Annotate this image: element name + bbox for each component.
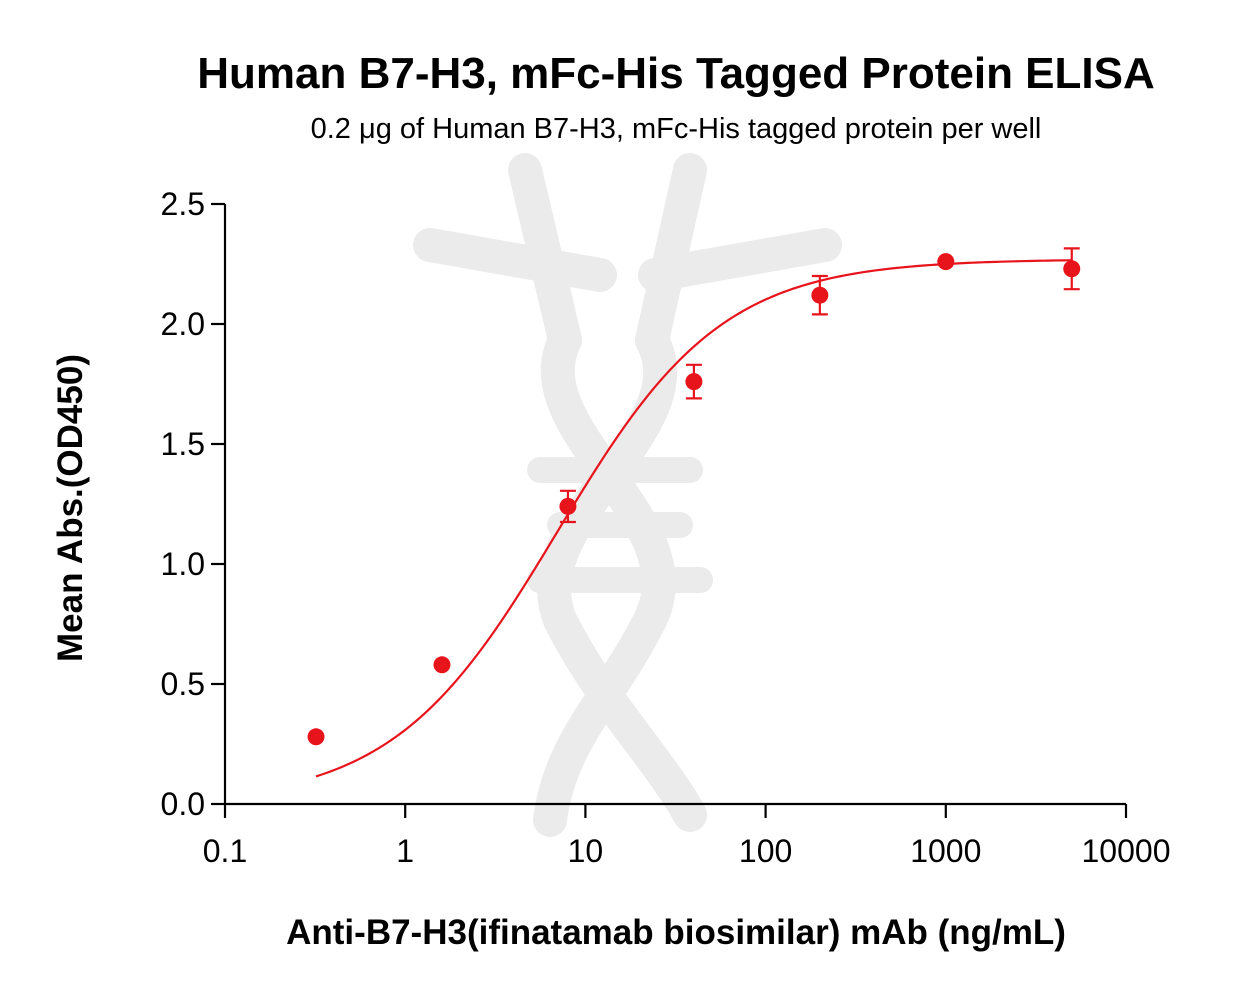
chart-subtitle: 0.2 μg of Human B7-H3, mFc-His tagged pr…	[311, 113, 1042, 145]
y-tick-label: 0.0	[161, 786, 205, 822]
x-tick-label: 10000	[1082, 833, 1171, 869]
axes: 0.0 0.5 1.0 1.5 2.0 2.5 0.1 1 10 100 1000 10000	[161, 186, 1171, 869]
y-tick-label: 0.5	[161, 666, 205, 702]
x-axis-label: Anti-B7-H3(ifinatamab biosimilar) mAb (n…	[286, 913, 1066, 952]
data-point	[811, 286, 829, 304]
fit-curve	[315, 259, 1072, 778]
y-tick-label: 2.5	[161, 186, 205, 222]
x-tick-label: 100	[739, 833, 792, 869]
y-tick-label: 2.0	[161, 306, 205, 342]
x-tick-label: 10	[568, 833, 604, 869]
y-tick-label: 1.5	[161, 426, 205, 462]
data-point	[559, 497, 577, 515]
y-tick-label: 1.0	[161, 546, 205, 582]
chart-title: Human B7-H3, mFc-His Tagged Protein ELIS…	[197, 49, 1155, 98]
dna-watermark-icon	[413, 153, 842, 837]
data-point	[937, 253, 955, 271]
y-axis-label: Mean Abs.(OD450)	[51, 354, 90, 662]
data-point	[307, 728, 325, 746]
x-tick-label: 0.1	[203, 833, 247, 869]
x-tick-label: 1	[396, 833, 414, 869]
x-tick-label: 1000	[910, 833, 981, 869]
data-point	[1063, 260, 1081, 278]
data-point	[685, 373, 703, 391]
data-points	[307, 247, 1081, 746]
data-point	[433, 656, 451, 674]
